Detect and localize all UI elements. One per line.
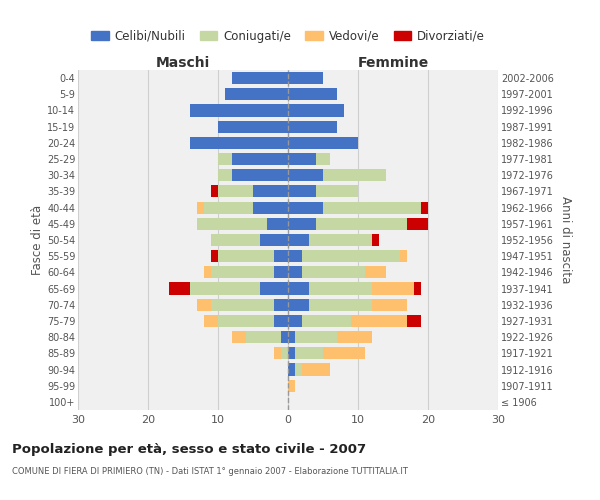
Bar [309, 282, 372, 294]
Bar [274, 348, 281, 360]
Bar [288, 218, 316, 230]
Bar [323, 348, 365, 360]
Bar [316, 153, 330, 165]
Bar [337, 331, 372, 343]
Text: Popolazione per età, sesso e stato civile - 2007: Popolazione per età, sesso e stato civil… [12, 442, 366, 456]
Bar [232, 331, 246, 343]
Bar [288, 250, 302, 262]
Legend: Celibi/Nubili, Coniugati/e, Vedovi/e, Divorziati/e: Celibi/Nubili, Coniugati/e, Vedovi/e, Di… [86, 25, 490, 48]
Bar [323, 169, 386, 181]
Bar [295, 364, 302, 376]
Bar [204, 315, 218, 327]
Bar [260, 282, 288, 294]
Bar [288, 331, 295, 343]
Bar [288, 380, 295, 392]
Bar [274, 298, 288, 311]
Bar [232, 153, 288, 165]
Bar [288, 202, 323, 213]
Bar [267, 218, 288, 230]
Bar [288, 88, 337, 101]
Y-axis label: Anni di nascita: Anni di nascita [559, 196, 572, 284]
Bar [204, 202, 253, 213]
Bar [316, 186, 358, 198]
Bar [309, 298, 372, 311]
Bar [253, 202, 288, 213]
Bar [372, 234, 379, 246]
Bar [365, 266, 386, 278]
Text: Maschi: Maschi [156, 56, 210, 70]
Bar [218, 186, 253, 198]
Bar [246, 331, 281, 343]
Bar [407, 315, 421, 327]
Bar [197, 202, 204, 213]
Bar [232, 169, 288, 181]
Bar [288, 282, 309, 294]
Bar [260, 234, 288, 246]
Text: Femmine: Femmine [358, 56, 428, 70]
Bar [274, 266, 288, 278]
Bar [288, 315, 302, 327]
Bar [211, 298, 274, 311]
Bar [218, 120, 288, 132]
Bar [323, 202, 421, 213]
Bar [281, 331, 288, 343]
Bar [211, 234, 260, 246]
Bar [288, 72, 323, 84]
Bar [302, 315, 351, 327]
Bar [204, 266, 211, 278]
Bar [421, 202, 428, 213]
Bar [218, 169, 232, 181]
Bar [281, 348, 288, 360]
Y-axis label: Fasce di età: Fasce di età [31, 205, 44, 275]
Bar [372, 298, 407, 311]
Bar [295, 348, 323, 360]
Bar [274, 315, 288, 327]
Bar [288, 186, 316, 198]
Bar [288, 153, 316, 165]
Bar [197, 298, 211, 311]
Bar [302, 364, 330, 376]
Bar [288, 234, 309, 246]
Bar [288, 364, 295, 376]
Bar [288, 137, 358, 149]
Bar [253, 186, 288, 198]
Bar [302, 250, 400, 262]
Bar [211, 186, 218, 198]
Bar [225, 88, 288, 101]
Bar [309, 234, 372, 246]
Bar [372, 282, 414, 294]
Bar [288, 120, 337, 132]
Bar [190, 282, 260, 294]
Bar [288, 348, 295, 360]
Bar [295, 331, 337, 343]
Bar [288, 266, 302, 278]
Bar [316, 218, 407, 230]
Bar [211, 266, 274, 278]
Bar [407, 218, 428, 230]
Bar [169, 282, 190, 294]
Bar [218, 250, 274, 262]
Bar [218, 153, 232, 165]
Bar [190, 137, 288, 149]
Bar [288, 104, 344, 117]
Bar [400, 250, 407, 262]
Text: COMUNE DI FIERA DI PRIMIERO (TN) - Dati ISTAT 1° gennaio 2007 - Elaborazione TUT: COMUNE DI FIERA DI PRIMIERO (TN) - Dati … [12, 468, 408, 476]
Bar [218, 315, 274, 327]
Bar [302, 266, 365, 278]
Bar [232, 72, 288, 84]
Bar [351, 315, 407, 327]
Bar [190, 104, 288, 117]
Bar [211, 250, 218, 262]
Bar [274, 250, 288, 262]
Bar [288, 169, 323, 181]
Bar [414, 282, 421, 294]
Bar [288, 298, 309, 311]
Bar [197, 218, 267, 230]
